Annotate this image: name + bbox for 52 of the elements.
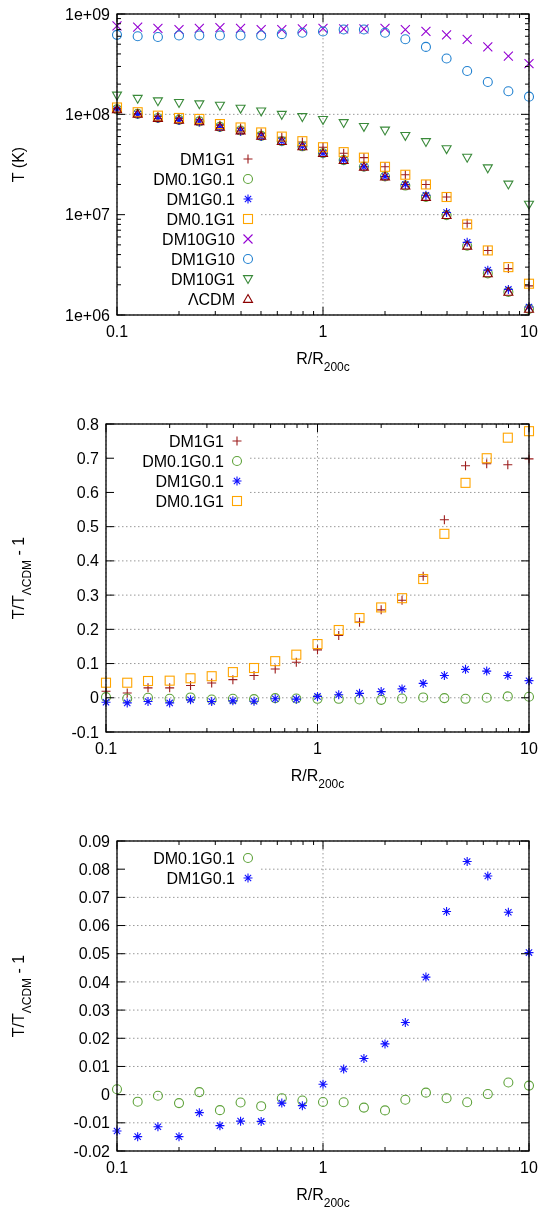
y-tick-label: 1e+07 [65, 206, 111, 224]
y-tick-label: 0.7 [76, 449, 100, 467]
legend-label: DM1G0.1 [166, 869, 236, 887]
x-tick-label: 10 [520, 740, 538, 757]
y-tick-label: 0.07 [78, 888, 111, 906]
y-tick-label: 0.5 [76, 518, 100, 536]
y-tick-label: 0.04 [78, 973, 111, 991]
y-tick-label: 0.02 [78, 1029, 111, 1047]
legend-label: DM0.1G0.1 [142, 452, 225, 470]
x-axis-title: R/R$_{200c}$ [290, 767, 345, 791]
y-tick-label: 0.2 [76, 620, 100, 638]
y-tick-label: 0 [101, 1086, 111, 1104]
y-tick-label: 0.05 [78, 945, 111, 963]
y-tick-label: 0.6 [76, 484, 100, 502]
x-tick-label: 10 [520, 323, 538, 340]
y-tick-label: 0.09 [78, 832, 111, 850]
y-tick-label: 0 [90, 689, 100, 707]
y-tick-label: 1e+09 [65, 5, 111, 23]
x-tick-label: 1 [318, 323, 328, 340]
y-tick-label: 0.06 [78, 917, 111, 935]
legend-label: DM1G1 [168, 432, 225, 450]
legend-label: DM0.1G0.1 [153, 849, 236, 867]
legend-label: DM10G1 [170, 270, 236, 288]
legend-label: DM1G0.1 [155, 472, 225, 490]
y-tick-label: 1e+08 [65, 105, 111, 123]
legend-label: DM0.1G1 [155, 492, 225, 510]
y-tick-label: 0.03 [78, 1001, 111, 1019]
legend-label: DM10G10 [162, 230, 236, 248]
legend-label: DM1G10 [170, 250, 236, 268]
y-tick-label: 0.8 [76, 415, 100, 433]
x-tick-label: 1 [318, 1159, 328, 1176]
y-tick-label: 0.08 [78, 860, 111, 878]
y-tick-label: -0.02 [73, 1142, 111, 1160]
x-tick-label: 1 [313, 740, 323, 757]
legend-label: DM0.1G0.1 [153, 170, 236, 188]
legend-label: ΛCDM [187, 290, 235, 308]
y-tick-label: 1e+06 [65, 306, 111, 324]
y-tick-label: 0.1 [76, 655, 100, 673]
y-tick-label: -0.1 [71, 723, 100, 741]
y-tick-label: 0.01 [78, 1058, 111, 1076]
y-tick-label: -0.01 [73, 1114, 111, 1132]
y-axis-title: T (K) [10, 146, 27, 183]
y-tick-label: 0.3 [76, 586, 100, 604]
x-axis-title: R/R$_{200c}$ [296, 350, 350, 374]
x-tick-label: 0.1 [105, 323, 129, 340]
x-tick-label: 0.1 [105, 1159, 129, 1176]
y-tick-label: 0.4 [76, 552, 100, 570]
x-tick-label: 10 [520, 1159, 538, 1176]
legend-label: DM0.1G1 [166, 210, 236, 228]
legend-label: DM1G1 [179, 150, 236, 168]
legend-label: DM1G0.1 [166, 190, 236, 208]
x-axis-title: R/R$_{200c}$ [296, 1186, 350, 1210]
